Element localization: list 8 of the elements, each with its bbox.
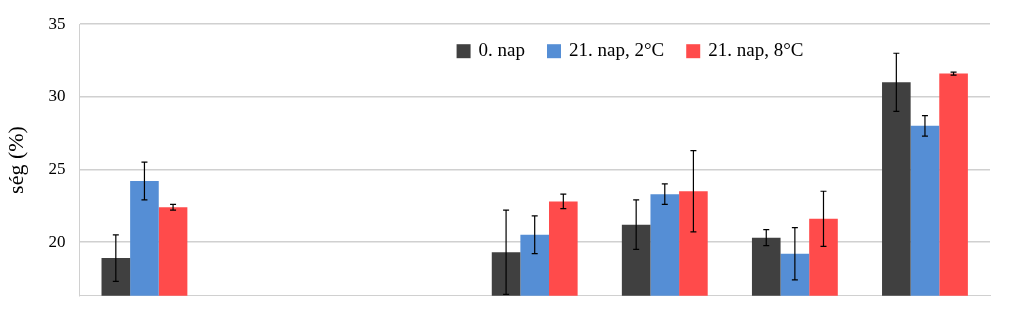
- y-tick-label: 30: [48, 86, 66, 106]
- y-tick-label: 35: [48, 13, 66, 33]
- y-tick-label: 20: [48, 231, 66, 251]
- legend-label: 0. nap: [478, 39, 526, 61]
- legend-label: 21. nap, 8°C: [708, 39, 804, 61]
- legend-label: 21. nap, 2°C: [569, 39, 665, 61]
- y-axis-title: ség (%): [2, 126, 28, 194]
- y-tick-label: 25: [48, 158, 66, 178]
